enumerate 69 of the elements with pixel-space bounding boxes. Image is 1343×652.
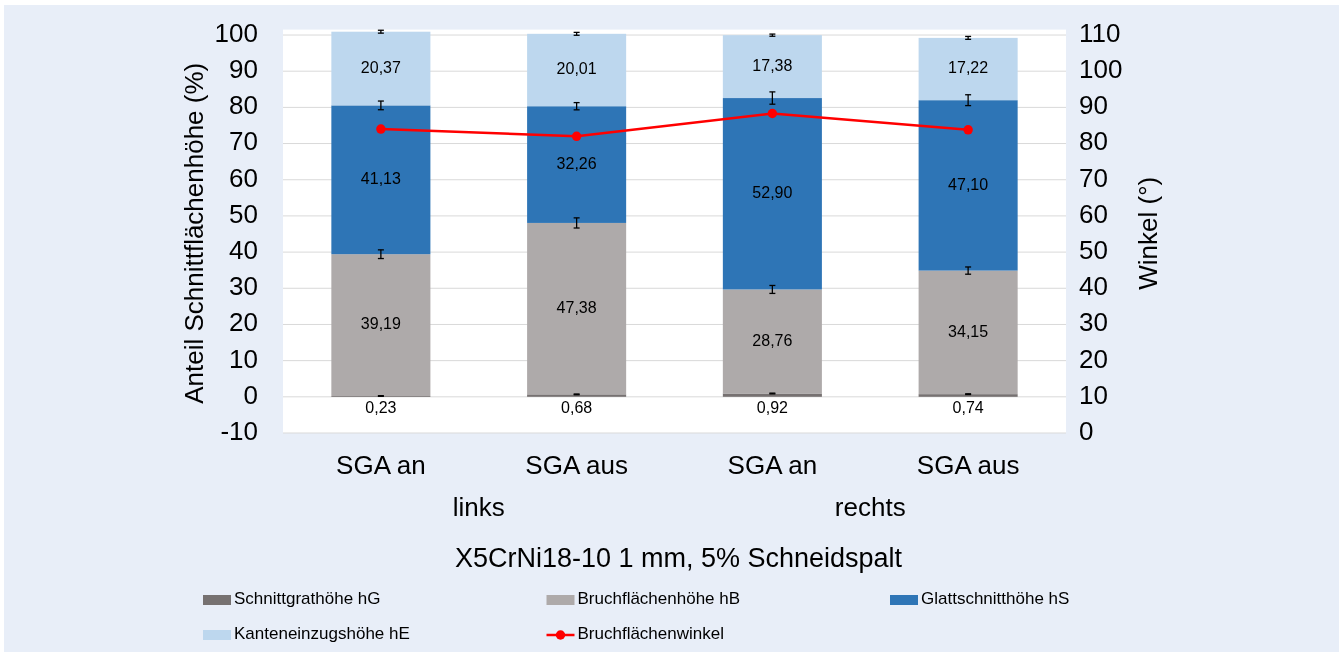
text: rechts — [834, 491, 906, 522]
legend-label: Bruchflächenwinkel — [577, 624, 724, 644]
bar — [527, 106, 627, 223]
bar — [722, 289, 822, 394]
y2-tick-label: 90 — [1079, 90, 1108, 121]
y-tick-label: 30 — [229, 271, 258, 302]
data-label: 41,13 — [360, 170, 401, 188]
data-label: 47,38 — [556, 298, 597, 316]
y-tick-label: 10 — [229, 343, 258, 374]
bar — [527, 394, 627, 397]
bar — [527, 33, 627, 107]
y-tick-label: -10 — [220, 415, 258, 446]
x-axis-title: X5CrNi18-10 1 mm, 5% Schneidspalt — [454, 543, 903, 574]
y2-tick-label: 60 — [1079, 198, 1108, 229]
y2-tick-label: 40 — [1079, 271, 1108, 302]
y-tick-label: 40 — [229, 234, 258, 265]
bar — [722, 35, 822, 99]
bar — [331, 254, 431, 396]
legend-label: Kanteneinzugshöhe hE — [234, 624, 410, 644]
y-tick-label: 90 — [229, 54, 258, 85]
y2-tick-label: 110 — [1079, 17, 1121, 48]
y-tick-label: 100 — [214, 17, 258, 48]
y2-tick-label: 20 — [1079, 343, 1108, 374]
data-label: 20,01 — [556, 60, 597, 78]
data-label: 52,90 — [752, 183, 793, 201]
y2-tick-label: 50 — [1079, 234, 1108, 265]
x-tick-label: SGA an — [336, 449, 426, 480]
bar — [918, 270, 1018, 395]
bar — [331, 105, 431, 255]
x-tick-label: SGA aus — [916, 449, 1020, 480]
data-label: 28,76 — [752, 331, 793, 349]
y-tick-label: 20 — [229, 307, 258, 338]
text: links — [452, 491, 505, 522]
x-tick-label: SGA an — [727, 449, 818, 480]
bar — [918, 37, 1018, 101]
y-tick-label: 60 — [229, 162, 258, 193]
y2-tick-label: 80 — [1079, 126, 1108, 157]
y2-tick-label: 70 — [1079, 162, 1108, 193]
legend-label: Glattschnitthöhe hS — [921, 589, 1070, 609]
legend-label: Schnittgrathöhe hG — [234, 589, 381, 609]
data-label: 39,19 — [360, 315, 401, 333]
y-tick-label: 0 — [243, 379, 258, 410]
y2-tick-label: 0 — [1079, 415, 1094, 446]
data-label: 0,68 — [561, 399, 593, 417]
y2-tick-label: 30 — [1079, 307, 1108, 338]
y2-axis-title: Winkel (°) — [1132, 176, 1163, 290]
data-label: 34,15 — [948, 322, 989, 340]
data-label: 20,37 — [360, 58, 401, 76]
y-tick-label: 50 — [229, 198, 258, 229]
data-label: 0,92 — [756, 399, 789, 417]
y-axis-title: Anteil Schnittflächenhöhe (%) — [178, 62, 209, 404]
data-label: 47,10 — [948, 175, 989, 193]
bar — [331, 31, 431, 106]
y2-tick-label: 100 — [1079, 54, 1123, 85]
data-label: 32,26 — [556, 154, 597, 172]
data-label: 0,74 — [952, 399, 984, 417]
data-label: 17,22 — [948, 59, 989, 77]
data-label: 0,23 — [365, 399, 397, 417]
y-tick-label: 70 — [229, 126, 258, 157]
bar — [722, 98, 822, 290]
data-label: 17,38 — [752, 56, 793, 74]
bar — [527, 222, 627, 395]
bar — [918, 394, 1018, 397]
x-tick-label: SGA aus — [525, 449, 628, 480]
y2-tick-label: 10 — [1079, 379, 1108, 410]
y-tick-label: 80 — [229, 90, 258, 121]
bar — [918, 100, 1018, 271]
bar — [722, 393, 822, 397]
legend-label: Bruchflächenhöhe hB — [577, 589, 741, 609]
